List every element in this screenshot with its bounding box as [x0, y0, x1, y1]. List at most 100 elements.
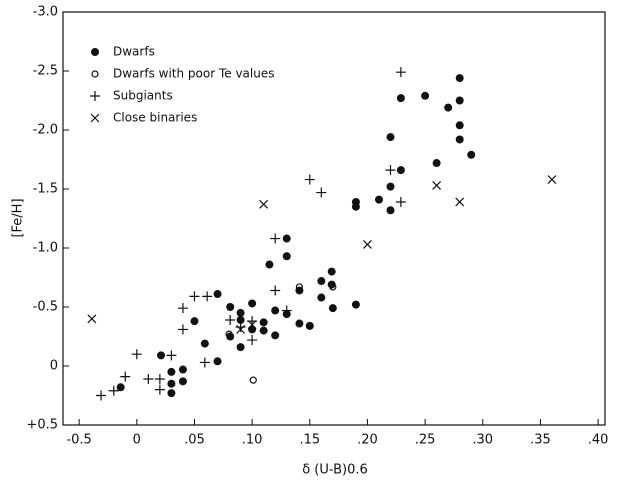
plus-point — [316, 187, 327, 198]
plus-point — [395, 67, 406, 78]
legend-label: Close binaries — [113, 111, 197, 125]
plus-point — [154, 384, 165, 395]
plus-point — [270, 285, 281, 296]
dwarf-point — [213, 290, 222, 299]
open-point — [329, 283, 337, 291]
plus-point — [120, 371, 131, 382]
plus-point — [395, 196, 406, 207]
x-tick-label: .10 — [242, 433, 263, 448]
open-point — [249, 376, 257, 384]
x-tick-label: .05 — [184, 433, 205, 448]
dwarf-point — [116, 383, 125, 392]
legend-label: Dwarfs with poor Te values — [113, 67, 274, 81]
cross-point — [259, 199, 269, 209]
cross-point — [90, 113, 100, 123]
dwarf-point — [226, 303, 235, 311]
dwarf-point — [265, 260, 274, 269]
plus-point — [202, 291, 213, 302]
dwarf-point — [178, 377, 187, 386]
dwarf-point — [178, 365, 187, 374]
legend-label: Dwarfs — [113, 45, 155, 59]
dwarf-point — [167, 379, 176, 388]
dwarf-point — [259, 326, 268, 335]
dwarf-point — [213, 357, 222, 366]
y-tick-label: +0.5 — [26, 418, 58, 433]
open-point — [225, 330, 233, 338]
y-tick-label: -2.5 — [33, 64, 58, 79]
x-tick-label: .40 — [588, 433, 609, 448]
dwarf-point — [455, 96, 464, 105]
dwarf-point — [396, 94, 405, 103]
dwarf-point — [248, 325, 257, 334]
cross-point — [432, 181, 442, 190]
dwarf-point — [236, 343, 245, 352]
plus-point — [270, 233, 281, 244]
cross-point — [247, 320, 257, 330]
dwarf-point — [317, 293, 326, 302]
plus-point — [108, 385, 119, 396]
legend-label: Subgiants — [113, 89, 173, 103]
dwarf-point — [282, 252, 291, 261]
plus-point — [177, 303, 188, 314]
y-tick-label: -1.0 — [33, 241, 58, 256]
plus-point — [385, 165, 396, 176]
cross-point — [87, 314, 97, 324]
x-axis-label: δ (U-B)0.6 — [302, 463, 368, 478]
dwarf-point — [467, 150, 476, 159]
dwarf-point — [327, 267, 336, 276]
dwarf-point — [295, 319, 304, 328]
dwarf-point — [455, 121, 464, 130]
cross-point — [363, 240, 372, 249]
cross-point — [236, 324, 246, 334]
dwarf-point — [328, 304, 337, 313]
plus-point — [90, 91, 100, 101]
dwarf-point — [444, 103, 453, 112]
plus-point — [199, 357, 210, 368]
plus-point — [247, 335, 258, 346]
open-point — [295, 283, 304, 291]
dwarf-point — [386, 133, 395, 142]
y-tick-label: -2.0 — [33, 123, 58, 138]
x-tick-label: -0.5 — [66, 433, 91, 448]
dwarf-point — [396, 166, 405, 175]
open-point — [91, 70, 99, 78]
plus-point — [225, 314, 236, 325]
dwarf-point — [386, 206, 395, 215]
dwarf-point — [167, 367, 176, 376]
y-tick-label: -1.5 — [33, 182, 58, 197]
dwarf-point — [317, 277, 326, 286]
dwarf-point — [455, 74, 464, 83]
plus-point — [143, 373, 154, 384]
dwarf-point — [271, 331, 280, 340]
x-tick-label: .35 — [530, 433, 551, 448]
y-tick-label: -0.5 — [33, 300, 58, 315]
plus-point — [154, 373, 165, 384]
cross-point — [455, 197, 465, 207]
dwarf-point — [351, 300, 360, 309]
dwarf-point — [282, 234, 291, 243]
dwarf-point — [259, 318, 268, 327]
dwarf-point — [374, 195, 383, 204]
dwarf-point — [190, 317, 199, 326]
dwarf-point — [248, 299, 257, 308]
x-tick-label: .15 — [299, 433, 320, 448]
plus-point — [166, 350, 177, 361]
dwarf-point — [200, 339, 209, 348]
dwarf-point — [305, 321, 314, 330]
plus-point — [131, 349, 142, 360]
plus-point — [177, 324, 188, 335]
plus-point — [281, 305, 292, 316]
cross-point — [547, 175, 557, 184]
dwarf-point — [91, 48, 99, 56]
y-tick-label: 0 — [50, 359, 58, 374]
dwarf-point — [351, 202, 360, 211]
plus-point — [235, 322, 246, 333]
x-tick-label: 0 — [133, 433, 141, 448]
dwarf-point — [455, 135, 464, 144]
x-tick-label: .25 — [415, 433, 436, 448]
dwarf-point — [432, 159, 441, 168]
dwarf-point — [421, 91, 430, 100]
dwarf-point — [271, 306, 280, 315]
plus-point — [304, 174, 315, 185]
